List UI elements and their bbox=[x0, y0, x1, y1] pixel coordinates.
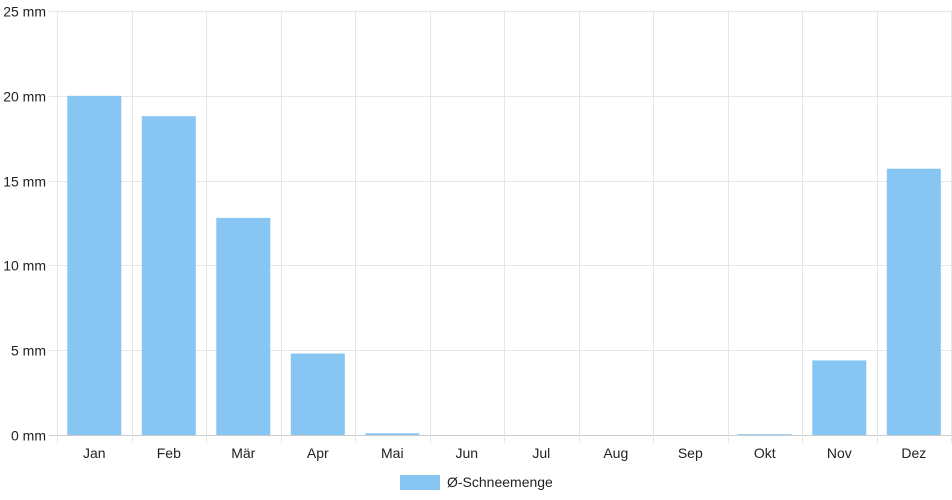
x-axis-ticks: Jan Feb Mär Apr Mai Jun Jul Aug Sep Okt Nov Dez bbox=[83, 445, 926, 461]
y-tick-label: 20 mm bbox=[3, 89, 46, 105]
x-tick-label: Okt bbox=[754, 445, 776, 461]
bar-feb[interactable] bbox=[141, 116, 196, 435]
x-tick-label: Dez bbox=[901, 445, 926, 461]
x-tick-label: Nov bbox=[827, 445, 852, 461]
x-tick-label: Aug bbox=[603, 445, 628, 461]
x-tick-label: Jul bbox=[532, 445, 550, 461]
x-tick-label: Jun bbox=[456, 445, 479, 461]
bar-nov[interactable] bbox=[812, 360, 867, 435]
bars bbox=[67, 95, 941, 436]
x-tick-label: Mär bbox=[231, 445, 255, 461]
bar-dez[interactable] bbox=[886, 168, 941, 435]
x-tick-label: Feb bbox=[157, 445, 181, 461]
legend-label: Ø-Schneemenge bbox=[447, 474, 553, 490]
bar-mär[interactable] bbox=[216, 217, 271, 435]
legend-swatch bbox=[400, 475, 440, 490]
bar-okt[interactable] bbox=[737, 434, 792, 435]
grid-lines bbox=[49, 11, 952, 443]
bar-mai[interactable] bbox=[365, 433, 420, 435]
y-tick-label: 25 mm bbox=[3, 4, 46, 20]
x-tick-label: Jan bbox=[83, 445, 106, 461]
y-tick-label: 15 mm bbox=[3, 174, 46, 190]
x-tick-label: Sep bbox=[678, 445, 703, 461]
bar-jan[interactable] bbox=[67, 95, 122, 436]
x-tick-label: Apr bbox=[307, 445, 329, 461]
y-tick-label: 10 mm bbox=[3, 258, 46, 274]
y-tick-label: 0 mm bbox=[11, 428, 46, 444]
y-tick-label: 5 mm bbox=[11, 343, 46, 359]
bar-apr[interactable] bbox=[290, 353, 345, 435]
y-axis-ticks: 0 mm 5 mm 10 mm 15 mm 20 mm 25 mm bbox=[3, 4, 46, 444]
legend[interactable]: Ø-Schneemenge bbox=[400, 474, 553, 490]
x-tick-label: Mai bbox=[381, 445, 404, 461]
